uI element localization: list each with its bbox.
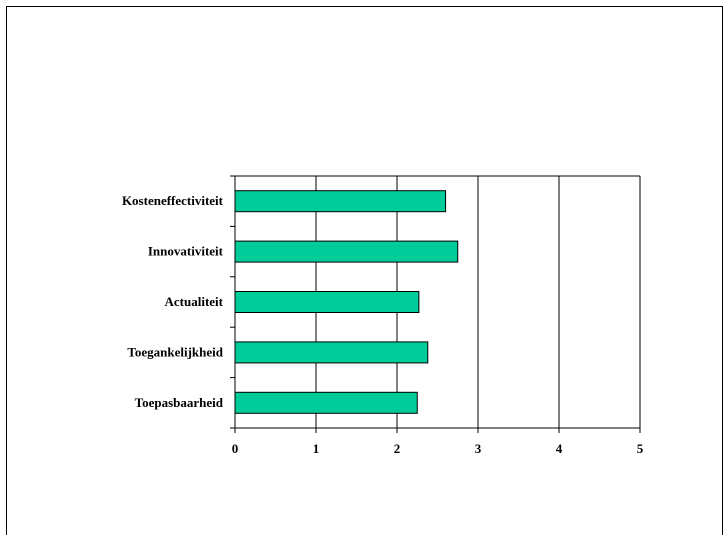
category-label-toegankelijkheid: Toegankelijkheid xyxy=(127,344,223,359)
category-label-toepasbaarheid: Toepasbaarheid xyxy=(135,395,224,410)
x-tick-label-2: 2 xyxy=(394,441,401,456)
bar-kosteneffectiviteit xyxy=(234,190,447,213)
category-label-kosteneffectiviteit: Kosteneffectiviteit xyxy=(122,193,224,208)
category-label-innovativiteit: Innovativiteit xyxy=(148,244,224,259)
bar-toegankelijkheid xyxy=(234,341,429,364)
bar-actualiteit xyxy=(234,291,420,313)
x-tick-label-4: 4 xyxy=(556,441,563,456)
chart-frame xyxy=(6,6,723,535)
category-label-actualiteit: Actualiteit xyxy=(165,294,224,309)
x-tick-label-3: 3 xyxy=(475,441,482,456)
x-tick-label-0: 0 xyxy=(232,441,239,456)
bar-innovativiteit xyxy=(234,240,459,263)
x-tick-label-5: 5 xyxy=(637,441,644,456)
x-tick-label-1: 1 xyxy=(313,441,320,456)
bar-toepasbaarheid xyxy=(234,391,418,414)
